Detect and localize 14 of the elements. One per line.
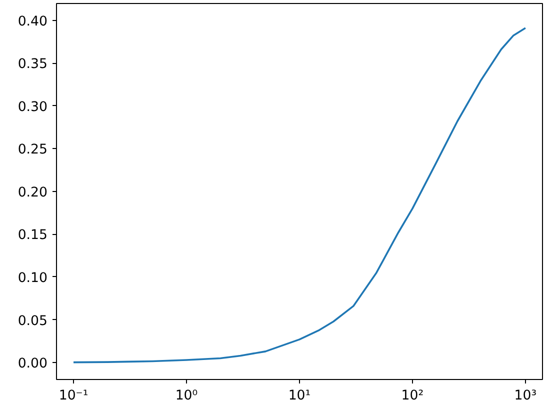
y-tick-label: 0.30 [18,100,48,115]
x-tick-label: 10⁻¹ [58,388,88,404]
x-tick-label: 10² [401,388,424,404]
y-tick-label: 0.15 [18,228,48,244]
y-tick-label: 0.25 [18,142,48,158]
y-tick-label: 0.20 [18,185,48,200]
y-tick-label: 0.40 [18,14,48,30]
y-tick-label: 0.35 [18,57,48,72]
x-tick-label: 10¹ [288,388,311,404]
x-tick-label: 10⁰ [175,388,198,404]
y-tick-label: 0.00 [18,356,48,372]
y-tick-label: 0.10 [18,270,48,286]
x-tick-label: 10³ [514,388,537,404]
y-tick-label: 0.05 [18,314,48,329]
